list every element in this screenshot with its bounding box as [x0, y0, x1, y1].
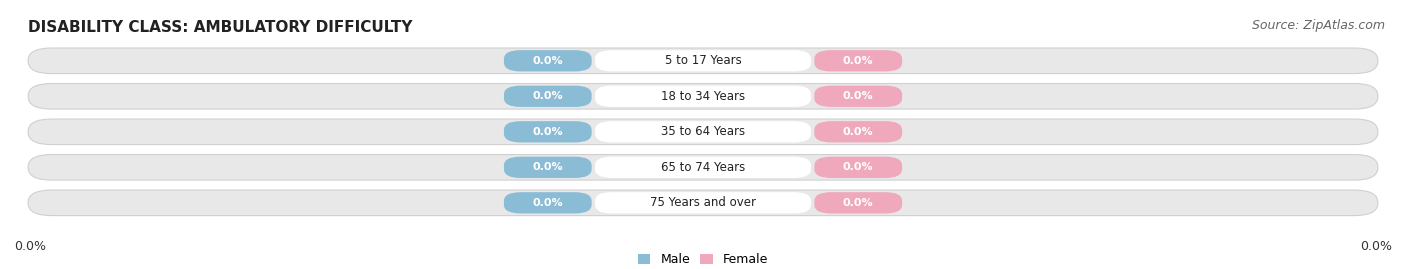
FancyBboxPatch shape [503, 192, 592, 214]
FancyBboxPatch shape [814, 192, 903, 214]
Text: 0.0%: 0.0% [533, 56, 562, 66]
Legend: Male, Female: Male, Female [633, 248, 773, 269]
FancyBboxPatch shape [503, 86, 592, 107]
FancyBboxPatch shape [814, 157, 903, 178]
FancyBboxPatch shape [814, 86, 903, 107]
Text: 0.0%: 0.0% [844, 198, 873, 208]
Text: 0.0%: 0.0% [844, 56, 873, 66]
Text: Source: ZipAtlas.com: Source: ZipAtlas.com [1251, 19, 1385, 32]
FancyBboxPatch shape [595, 121, 811, 143]
Text: 75 Years and over: 75 Years and over [650, 196, 756, 209]
FancyBboxPatch shape [595, 157, 811, 178]
Text: 35 to 64 Years: 35 to 64 Years [661, 125, 745, 138]
FancyBboxPatch shape [28, 48, 1378, 74]
FancyBboxPatch shape [28, 190, 1378, 216]
FancyBboxPatch shape [503, 121, 592, 143]
Text: 0.0%: 0.0% [533, 162, 562, 172]
Text: 0.0%: 0.0% [533, 127, 562, 137]
Text: 0.0%: 0.0% [1360, 240, 1392, 253]
Text: 0.0%: 0.0% [844, 127, 873, 137]
FancyBboxPatch shape [28, 154, 1378, 180]
Text: 18 to 34 Years: 18 to 34 Years [661, 90, 745, 103]
FancyBboxPatch shape [28, 119, 1378, 145]
Text: DISABILITY CLASS: AMBULATORY DIFFICULTY: DISABILITY CLASS: AMBULATORY DIFFICULTY [28, 20, 412, 35]
Text: 0.0%: 0.0% [533, 91, 562, 101]
FancyBboxPatch shape [814, 121, 903, 143]
FancyBboxPatch shape [814, 50, 903, 72]
Text: 0.0%: 0.0% [533, 198, 562, 208]
Text: 0.0%: 0.0% [844, 91, 873, 101]
Text: 0.0%: 0.0% [14, 240, 46, 253]
FancyBboxPatch shape [503, 157, 592, 178]
Text: 5 to 17 Years: 5 to 17 Years [665, 54, 741, 67]
FancyBboxPatch shape [595, 50, 811, 72]
FancyBboxPatch shape [28, 83, 1378, 109]
Text: 0.0%: 0.0% [844, 162, 873, 172]
FancyBboxPatch shape [503, 50, 592, 72]
Text: 65 to 74 Years: 65 to 74 Years [661, 161, 745, 174]
FancyBboxPatch shape [595, 86, 811, 107]
FancyBboxPatch shape [595, 192, 811, 214]
